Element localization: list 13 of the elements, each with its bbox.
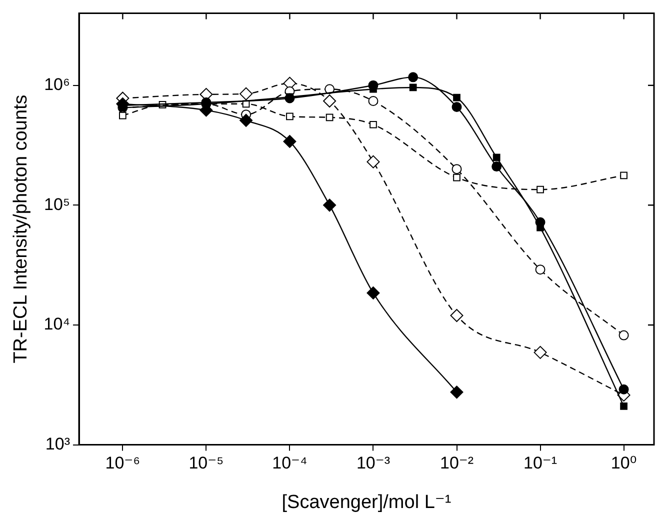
y-tick-label: 10⁶ — [44, 75, 70, 94]
y-axis-title: TR-ECL Intensity/photon counts — [10, 94, 32, 364]
y-tick-label: 10⁴ — [44, 314, 70, 334]
x-tick-label: 10⁻² — [440, 454, 474, 473]
y-tick-label: 10⁵ — [44, 194, 70, 214]
x-tick-label: 10⁻⁵ — [188, 454, 224, 473]
x-tick-label: 10⁻¹ — [524, 454, 558, 473]
x-tick-label: 10⁻⁴ — [272, 454, 308, 473]
x-tick-label: 10⁻³ — [356, 454, 390, 473]
x-tick-label: 10⁻⁶ — [105, 454, 140, 473]
x-tick-label: 10⁰ — [610, 454, 637, 473]
y-tick-label: 10³ — [45, 434, 70, 454]
x-axis-title: [Scavenger]/mol L⁻¹ — [282, 492, 452, 513]
